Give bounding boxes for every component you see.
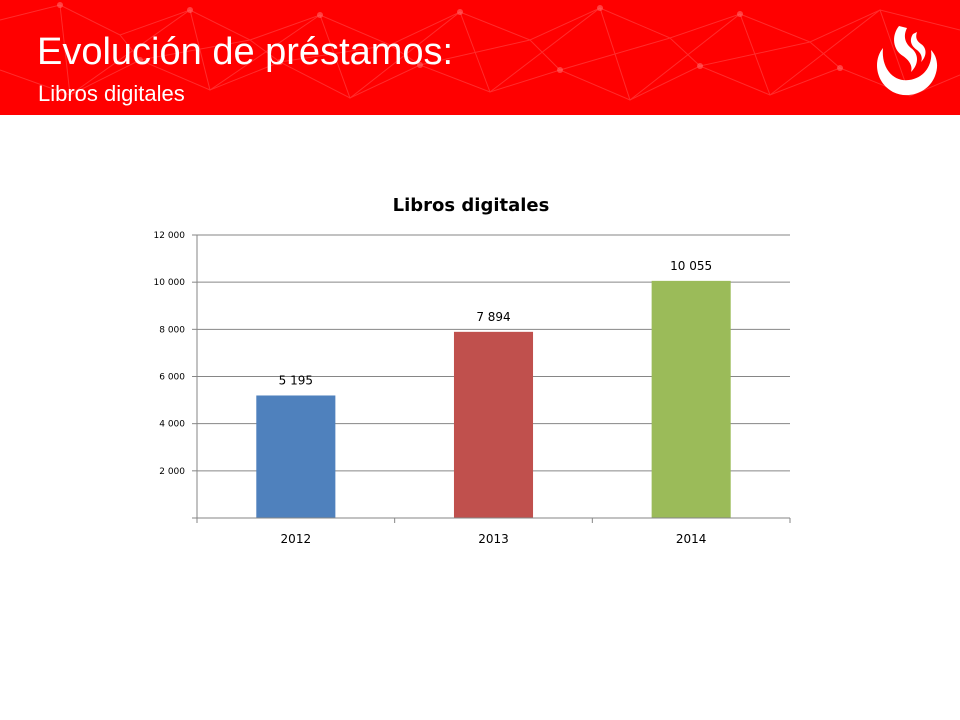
- bars: [256, 280, 731, 518]
- y-tick-label: 8 000: [159, 325, 185, 335]
- bar-2014: [651, 280, 731, 518]
- labels: 2 000 4 000 6 000 8 000 10 000 12 000 5 195 201…: [154, 231, 713, 546]
- y-tick-label: 12 000: [154, 231, 186, 241]
- y-tick-label: 10 000: [154, 278, 186, 288]
- x-tick-label-2013: 2013: [478, 532, 509, 546]
- header-band: Evolución de préstamos: Libros digitales: [0, 0, 960, 115]
- data-label-2013: 7 894: [476, 310, 510, 324]
- university-flame-logo-icon: [877, 26, 938, 96]
- header-pattern: [0, 0, 960, 115]
- data-label-2012: 5 195: [279, 373, 313, 387]
- data-label-2014: 10 055: [670, 259, 712, 273]
- bar-2012: [256, 395, 336, 518]
- chart-title: Libros digitales: [393, 195, 550, 216]
- y-tick-label: 6 000: [159, 373, 185, 383]
- y-tick-label: 2 000: [159, 467, 185, 477]
- x-tick-label-2014: 2014: [676, 532, 707, 546]
- y-tick-label: 4 000: [159, 420, 185, 430]
- page-subtitle: Libros digitales: [38, 81, 185, 106]
- bar-2013: [453, 331, 534, 518]
- x-tick-label-2012: 2012: [281, 532, 312, 546]
- page-title: Evolución de préstamos:: [37, 31, 454, 73]
- axes: [192, 234, 791, 523]
